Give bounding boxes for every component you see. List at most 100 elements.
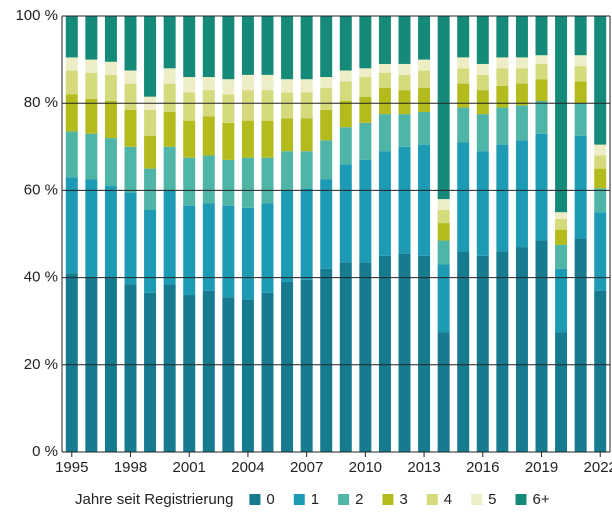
bar-segment — [378, 16, 391, 64]
bar-segment — [555, 212, 568, 219]
bar-segment — [300, 279, 313, 452]
bar-segment — [594, 16, 607, 145]
bar-segment — [496, 85, 509, 108]
bar-segment — [535, 101, 548, 134]
bar-segment — [163, 146, 176, 191]
bar-segment — [574, 238, 587, 452]
bar-segment — [85, 16, 98, 60]
bar-segment — [457, 57, 470, 69]
bar-segment — [65, 177, 78, 274]
bar-segment — [339, 16, 352, 71]
bar-segment — [418, 87, 431, 112]
bar-segment — [437, 16, 450, 200]
bar-segment — [124, 284, 137, 452]
bar-segment — [418, 70, 431, 88]
legend-label: 3 — [399, 491, 407, 508]
bar-segment — [574, 66, 587, 82]
bar-segment — [261, 203, 274, 293]
x-tick-label: 2010 — [349, 459, 382, 476]
bar-segment — [418, 144, 431, 256]
bar-segment — [515, 16, 528, 58]
bar-segment — [163, 68, 176, 84]
bar-segment — [300, 16, 313, 80]
bar-segment — [339, 101, 352, 128]
bar-segment — [515, 57, 528, 69]
bar-segment — [281, 16, 294, 80]
bar-segment — [378, 114, 391, 152]
bar-segment — [457, 107, 470, 143]
bar-segment — [261, 120, 274, 158]
bar-segment — [535, 79, 548, 102]
bar-segment — [65, 16, 78, 58]
bar-segment — [437, 223, 450, 241]
x-tick-label: 1995 — [55, 459, 88, 476]
bar-segment — [124, 192, 137, 285]
bar-segment — [241, 74, 254, 91]
bar-segment — [202, 155, 215, 204]
y-tick-label: 100 % — [15, 7, 58, 24]
bar-segment — [65, 57, 78, 71]
bar-segment — [183, 205, 196, 296]
bar-segment — [183, 16, 196, 78]
bar-segment — [300, 118, 313, 152]
bar-segment — [594, 212, 607, 291]
legend-label: 5 — [488, 491, 496, 508]
bar-segment — [202, 290, 215, 452]
bar-segment — [457, 16, 470, 58]
bar-segment — [339, 70, 352, 82]
bar-segment — [222, 122, 235, 160]
bar-segment — [261, 16, 274, 75]
y-tick-label: 20 % — [24, 356, 58, 373]
bar-segment — [457, 68, 470, 84]
bar-segment — [359, 262, 372, 452]
x-tick-label: 2022 — [584, 459, 612, 476]
bar-segment — [163, 111, 176, 147]
bar-segment — [104, 101, 117, 139]
bar-segment — [183, 77, 196, 93]
bar-segment — [378, 63, 391, 73]
bar-segment — [85, 72, 98, 99]
bar-segment — [457, 142, 470, 252]
bar-segment — [476, 114, 489, 152]
x-tick-label: 2019 — [525, 459, 558, 476]
bar-segment — [359, 77, 372, 97]
bar-segment — [457, 251, 470, 452]
x-tick-label: 1998 — [114, 459, 147, 476]
bar-segment — [339, 81, 352, 102]
bar-segment — [85, 179, 98, 278]
bar-segment — [437, 199, 450, 211]
bar-segment — [320, 109, 333, 141]
bar-segment — [320, 268, 333, 452]
bar-segment — [222, 297, 235, 452]
bar-segment — [281, 118, 294, 152]
bar-segment — [437, 210, 450, 224]
bar-segment — [124, 83, 137, 110]
bar-segment — [124, 70, 137, 84]
bar-segment — [144, 16, 157, 97]
bar-segment — [202, 116, 215, 156]
bar-segment — [183, 120, 196, 158]
bar-segment — [124, 146, 137, 193]
bar-segment — [104, 138, 117, 187]
bar-segment — [398, 90, 411, 115]
bar-segment — [320, 87, 333, 110]
bar-segment — [574, 16, 587, 56]
legend-swatch — [426, 494, 438, 505]
x-tick-label: 2016 — [466, 459, 499, 476]
bar-segment — [65, 131, 78, 178]
x-tick-label: 2007 — [290, 459, 323, 476]
bar-segment — [359, 122, 372, 160]
bar-segment — [163, 284, 176, 452]
bar-segment — [144, 135, 157, 169]
bar-segment — [398, 16, 411, 64]
bar-segment — [476, 63, 489, 75]
legend-label: 0 — [266, 491, 274, 508]
legend-swatch — [515, 494, 527, 505]
bar-segment — [241, 90, 254, 121]
x-tick-label: 2013 — [407, 459, 440, 476]
legend-label: 2 — [355, 491, 363, 508]
bar-segment — [476, 74, 489, 91]
bar-segment — [398, 74, 411, 91]
bar-segment — [241, 207, 254, 300]
bar-segment — [398, 146, 411, 254]
